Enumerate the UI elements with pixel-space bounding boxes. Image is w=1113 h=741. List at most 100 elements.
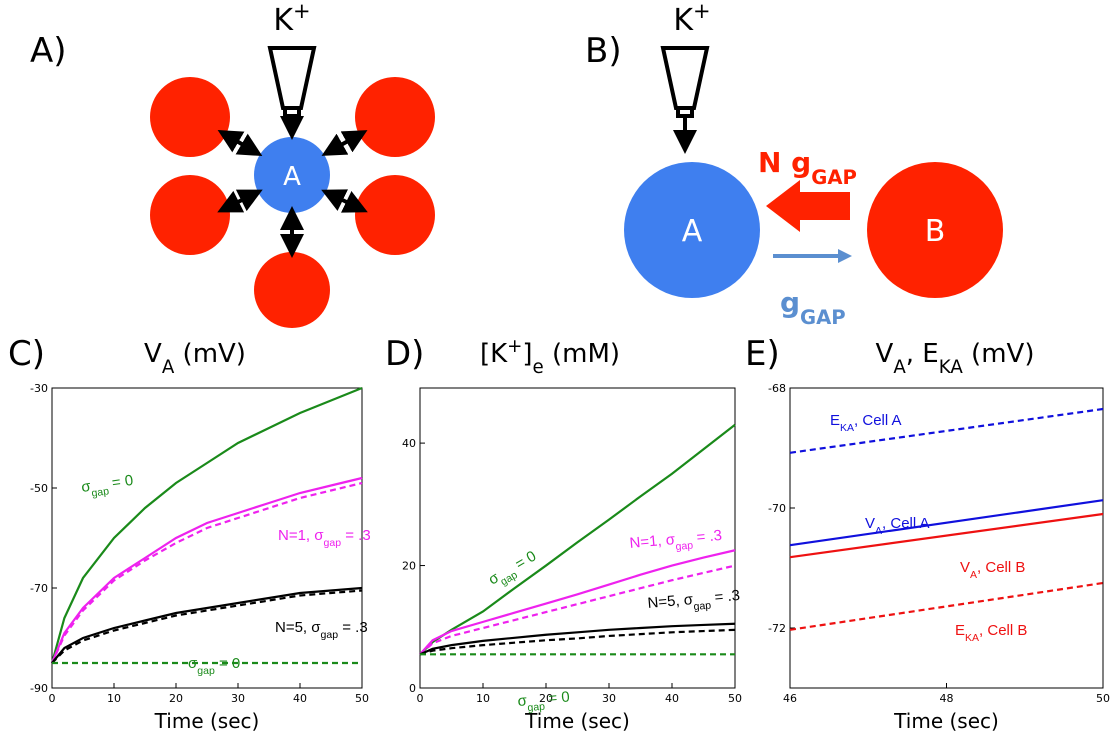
x-tick-label: 10 — [107, 692, 121, 705]
data-line — [790, 500, 1103, 545]
x-axis-label: Time (sec) — [154, 709, 260, 733]
x-tick-label: 40 — [665, 692, 679, 705]
panel-label: C) — [8, 334, 45, 374]
text-part: , Cell A — [854, 412, 902, 429]
cell — [150, 175, 230, 255]
subscript: gap — [324, 537, 342, 549]
y-tick-label: 0 — [409, 682, 416, 695]
text-part: N=1, σ — [629, 531, 677, 552]
text-part: E — [830, 412, 840, 429]
data-line — [790, 514, 1103, 557]
text-part: = .3 — [341, 527, 371, 544]
superscript: + — [693, 0, 711, 23]
subscript: gap — [527, 701, 546, 714]
y-tick-label: -68 — [768, 382, 786, 395]
x-tick-label: 30 — [231, 692, 245, 705]
y-tick-label: 40 — [402, 437, 416, 450]
text-part: , Cell B — [977, 559, 1025, 576]
subscript: gap — [693, 600, 712, 613]
annotation: σgap = 0 — [188, 655, 240, 677]
cell-label: B — [925, 214, 946, 249]
subscript: e — [533, 357, 544, 378]
text-part: V — [865, 515, 875, 532]
x-axis-label: Time (sec) — [893, 709, 999, 733]
text-part: = 0 — [107, 472, 135, 492]
x-tick-label: 40 — [293, 692, 307, 705]
y-tick-label: -70 — [30, 582, 48, 595]
x-tick-label: 0 — [49, 692, 56, 705]
text-part: (mV) — [963, 339, 1035, 369]
subscript: A — [893, 357, 906, 378]
text-part: V — [144, 339, 162, 369]
panel-label: E) — [745, 334, 780, 374]
subscript: A — [970, 569, 977, 581]
chart-title: VA, EKA (mV) — [876, 339, 1035, 378]
diagram-a: K+ A — [150, 0, 435, 328]
y-tick-label: -70 — [768, 502, 786, 515]
x-tick-label: 20 — [169, 692, 183, 705]
x-tick-label: 46 — [783, 692, 797, 705]
text-part: N g — [758, 146, 811, 179]
text-part: g — [780, 286, 800, 319]
stimulus-label: K+ — [673, 0, 710, 38]
text-part: = 0 — [215, 655, 240, 672]
cell — [150, 77, 230, 157]
text-part: V — [876, 339, 894, 369]
text-part: K — [273, 3, 294, 38]
pipette — [270, 48, 314, 116]
cell — [355, 77, 435, 157]
chart-title: [K+]e (mM) — [480, 336, 620, 378]
text-part: V — [960, 559, 970, 576]
diagram-b: K+ A B N gGAP gGAP — [624, 0, 1003, 329]
text-part: N=5, σ — [275, 619, 321, 636]
panel-label: A) — [30, 31, 67, 71]
figure: K+ A K+ A B N gGAP gGAP A) B) C) D) E) -… — [0, 0, 1113, 741]
chart-title: VA (mV) — [144, 339, 246, 378]
text-part: = .3 — [338, 619, 368, 636]
annotation: N=5, σgap = .3 — [647, 587, 741, 617]
annotation: N=1, σgap = .3 — [629, 527, 723, 557]
text-part: K — [673, 3, 694, 38]
text-part: , Cell A — [882, 515, 930, 532]
data-line — [790, 583, 1103, 630]
text-part: , E — [906, 339, 939, 369]
x-tick-label: 30 — [602, 692, 616, 705]
panel-label: D) — [385, 334, 424, 374]
coupling-label: N gGAP — [758, 146, 857, 189]
cell — [355, 175, 435, 255]
subscript: gap — [197, 665, 215, 677]
subscript: KA — [965, 632, 979, 644]
x-tick-label: 0 — [417, 692, 424, 705]
x-tick-label: 50 — [355, 692, 369, 705]
coupling-label: gGAP — [780, 286, 846, 329]
text-part: = .3 — [692, 527, 723, 547]
data-line — [420, 624, 735, 655]
subscript: GAP — [800, 306, 846, 329]
text-part: N=1, σ — [278, 527, 324, 544]
data-line — [420, 566, 735, 655]
y-tick-label: -90 — [30, 682, 48, 695]
annotation: N=5, σgap = .3 — [275, 619, 368, 641]
subscript: gap — [91, 485, 110, 499]
text-part: = .3 — [710, 587, 741, 607]
annotation: N=1, σgap = .3 — [278, 527, 371, 549]
text-part: , Cell B — [979, 622, 1027, 639]
y-tick-label: -50 — [30, 482, 48, 495]
annotation: σgap = 0 — [486, 548, 542, 593]
text-part: ] — [522, 339, 532, 369]
text-part: N=5, σ — [647, 591, 695, 612]
text-part: E — [955, 622, 965, 639]
subscript: gap — [321, 629, 339, 641]
y-tick-label: -30 — [30, 382, 48, 395]
annotation: VA, Cell A — [865, 515, 930, 537]
subscript: A — [875, 525, 882, 537]
x-tick-label: 50 — [1096, 692, 1110, 705]
arrow-head — [838, 249, 852, 263]
text-part: (mM) — [544, 339, 620, 369]
subscript: A — [162, 357, 175, 378]
cell-label: A — [283, 162, 301, 192]
cell — [254, 252, 330, 328]
panel-label: B) — [585, 31, 622, 71]
pipette — [663, 48, 707, 116]
annotation: VA, Cell B — [960, 559, 1025, 581]
